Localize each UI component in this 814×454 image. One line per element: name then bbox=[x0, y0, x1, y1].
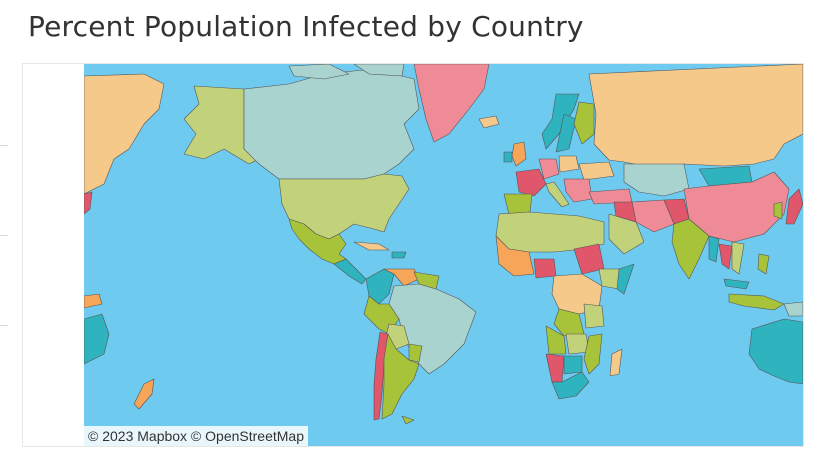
region-canada-islands bbox=[353, 64, 405, 77]
region-namibia bbox=[545, 353, 565, 383]
region-west-africa bbox=[495, 235, 535, 277]
region-png bbox=[783, 301, 803, 317]
left-edge-tick bbox=[0, 145, 8, 146]
region-sweden bbox=[555, 113, 577, 153]
region-vietnam bbox=[731, 241, 745, 275]
region-somalia bbox=[616, 263, 635, 295]
region-angola bbox=[545, 325, 567, 355]
region-australia-west-wrap bbox=[84, 313, 110, 365]
region-japan-west bbox=[84, 191, 93, 215]
region-kazakhstan bbox=[623, 163, 690, 197]
map-attribution: © 2023 Mapbox © OpenStreetMap bbox=[84, 426, 308, 446]
region-germany bbox=[538, 158, 560, 180]
region-ireland bbox=[503, 151, 513, 163]
region-new-zealand bbox=[133, 378, 155, 410]
region-spain bbox=[503, 193, 533, 215]
region-venezuela bbox=[383, 268, 420, 287]
region-tanzania bbox=[583, 303, 605, 329]
region-malaysia bbox=[723, 278, 750, 290]
region-india bbox=[671, 218, 710, 280]
region-thailand bbox=[718, 243, 733, 270]
region-greenland bbox=[413, 64, 490, 143]
region-central-america bbox=[333, 258, 367, 285]
region-myanmar bbox=[708, 235, 720, 263]
region-far-east-russia bbox=[84, 73, 165, 195]
region-indonesia bbox=[728, 293, 785, 311]
region-indonesia-west-wrap bbox=[84, 293, 103, 309]
region-botswana bbox=[563, 355, 583, 375]
region-iceland bbox=[478, 115, 500, 129]
left-edge-tick bbox=[0, 235, 8, 236]
left-edge-tick bbox=[0, 325, 8, 326]
region-finland bbox=[573, 101, 595, 145]
region-canada bbox=[243, 68, 420, 180]
region-falklands bbox=[401, 415, 415, 425]
region-italy bbox=[545, 181, 570, 208]
region-ukraine bbox=[578, 161, 615, 181]
region-poland bbox=[558, 155, 580, 173]
region-argentina bbox=[381, 333, 420, 420]
region-south-africa bbox=[551, 371, 590, 400]
region-madagascar bbox=[609, 348, 623, 377]
region-paraguay bbox=[408, 343, 423, 363]
region-cuba bbox=[353, 241, 390, 251]
region-mozambique bbox=[583, 333, 603, 375]
world-map[interactable]: © 2023 Mapbox © OpenStreetMap bbox=[84, 64, 803, 446]
region-australia bbox=[748, 318, 803, 385]
region-norway bbox=[541, 93, 580, 150]
region-korea bbox=[773, 201, 783, 220]
world-map-svg[interactable] bbox=[84, 64, 803, 446]
region-japan bbox=[785, 188, 803, 225]
region-hispaniola bbox=[391, 251, 407, 259]
region-balkans bbox=[563, 178, 593, 203]
region-nigeria bbox=[533, 258, 557, 279]
region-philippines bbox=[757, 253, 770, 275]
map-frame: © 2023 Mapbox © OpenStreetMap bbox=[22, 63, 804, 447]
region-uk bbox=[511, 141, 527, 167]
region-iraq bbox=[613, 201, 637, 223]
region-russia bbox=[588, 64, 803, 169]
region-france bbox=[515, 168, 547, 197]
page-title: Percent Population Infected by Country bbox=[28, 10, 584, 43]
region-canada-islands bbox=[288, 64, 350, 80]
region-mexico bbox=[288, 218, 347, 265]
